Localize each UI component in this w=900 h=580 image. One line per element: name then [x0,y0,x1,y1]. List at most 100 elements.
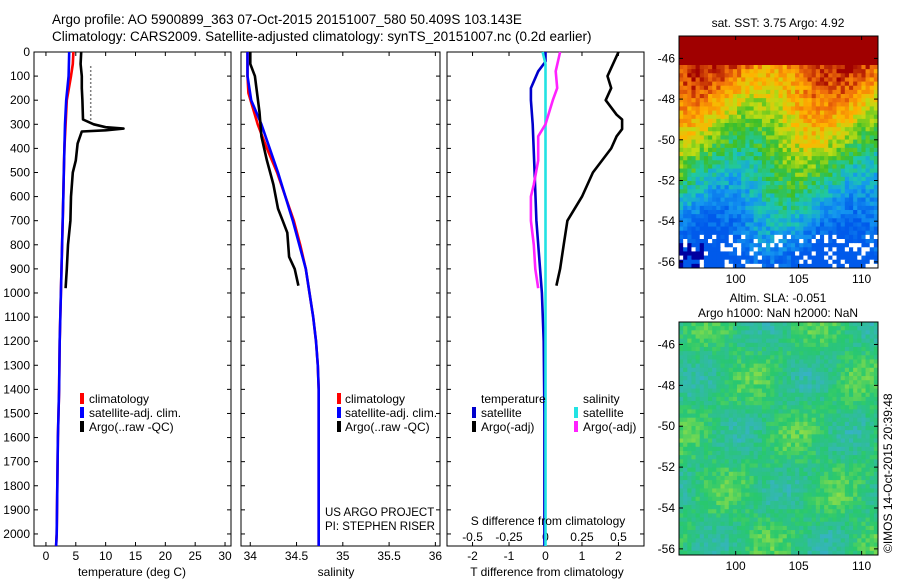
heatmap-cell [679,77,684,83]
heatmap-cell [848,459,854,465]
heatmap-cell [807,176,813,182]
heatmap-cell [828,60,833,66]
heatmap-cell [844,36,850,41]
heatmap-cell [679,430,684,435]
heatmap-cell [819,413,825,419]
heatmap-cell [699,52,705,58]
heatmap-cell [807,255,813,261]
heatmap-cell [799,463,804,469]
heatmap-cell [749,438,755,444]
heatmap-cell [869,401,875,406]
heatmap-cell [716,230,722,236]
heatmap-cell [703,156,709,161]
heatmap-cell [724,243,730,248]
heatmap-cell [790,172,796,178]
heatmap-cell [679,176,684,182]
heatmap-cell [861,392,867,398]
heatmap-cell [716,210,722,215]
heatmap-cell [757,185,763,190]
heatmap-cell [761,371,767,377]
heatmap-cell [811,193,817,199]
heatmap-cell [753,94,759,99]
heatmap-cell [766,226,771,232]
x-tick-label: 35 [336,549,350,563]
heatmap-cell [836,48,842,54]
heatmap-cell [732,409,738,415]
heatmap-cell [708,392,713,398]
heatmap-cell [683,98,688,103]
heatmap-cell [703,471,709,477]
heatmap-cell [836,230,842,236]
heatmap-cell [749,351,755,356]
heatmap-cell [683,152,688,157]
heatmap-cell [840,459,846,465]
heatmap-cell [795,322,800,327]
heatmap-cell [853,426,858,431]
heatmap-cell [807,218,813,224]
temperature-xlabel: temperature (deg C) [78,565,186,579]
heatmap-cell [782,156,788,161]
heatmap-cell [691,363,697,369]
heatmap-cell [687,459,693,465]
heatmap-cell [761,172,767,178]
heatmap-cell [766,197,771,203]
heatmap-cell [737,94,742,99]
heatmap-cell [745,255,751,261]
heatmap-cell [757,259,763,265]
heatmap-cell [811,413,817,419]
heatmap-cell [716,89,722,95]
heatmap-cell [687,127,693,132]
heatmap-cell [703,255,709,261]
heatmap-cell [679,409,684,415]
legend-label-argo: Argo(..raw -QC) [345,420,430,434]
heatmap-cell [844,52,850,58]
heatmap-cell [840,359,846,365]
heatmap-cell [853,484,858,490]
heatmap-cell [695,338,701,344]
heatmap-cell [865,338,871,344]
heatmap-cell [873,131,878,137]
heatmap-cell [699,85,705,91]
heatmap-cell [699,359,705,365]
heatmap-cell [712,189,717,195]
heatmap-cell [712,143,717,149]
heatmap-cell [857,156,863,161]
heatmap-cell [749,263,755,268]
heatmap-cell [811,44,817,50]
heatmap-cell [803,401,809,406]
heatmap-cell [811,371,817,377]
heatmap-cell [803,234,809,240]
heatmap-cell [836,388,842,394]
heatmap-cell [865,189,871,195]
heatmap-cell [786,164,792,170]
heatmap-cell [679,36,684,41]
heatmap-cell [749,463,755,469]
heatmap-cell [716,168,722,174]
heatmap-cell [790,484,796,490]
heatmap-cell [861,201,867,207]
s-diff-tick-label: -0.5 [462,530,483,544]
heatmap-cell [708,471,713,477]
heatmap-cell [724,396,730,402]
heatmap-cell [795,197,800,203]
heatmap-cell [745,143,751,149]
heatmap-cell [815,69,821,74]
heatmap-cell [774,492,780,498]
pi-note: PI: STEPHEN RISER [325,521,435,533]
heatmap-cell [708,218,713,224]
heatmap-cell [824,139,829,145]
heatmap-cell [716,197,722,203]
heatmap-cell [745,338,751,344]
x-tick-label: 10 [99,549,113,563]
heatmap-cell [844,450,850,456]
heatmap-cell [687,376,693,381]
heatmap-cell [869,338,875,344]
heatmap-cell [695,438,701,444]
heatmap-cell [853,44,858,50]
heatmap-cell [836,181,842,186]
heatmap-cell [749,384,755,390]
heatmap-cell [699,239,705,244]
heatmap-cell [790,98,796,103]
heatmap-cell [778,463,784,469]
heatmap-cell [861,85,867,91]
